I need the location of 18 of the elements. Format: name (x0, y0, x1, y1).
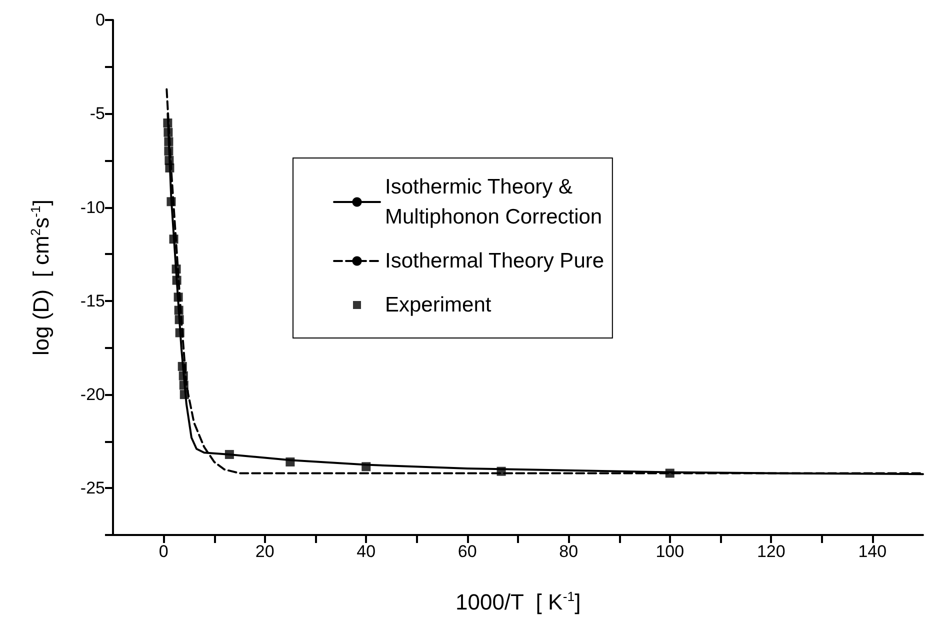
x-tick-label: 120 (756, 542, 786, 561)
x-tick-label: 60 (458, 542, 477, 561)
x-tick-label: 80 (559, 542, 578, 561)
y-axis-title: log (D) [ cm2s-1] (28, 200, 54, 356)
x-tick-label: 20 (255, 542, 274, 561)
legend-label: Experiment (385, 294, 492, 316)
y-tick-label: -10 (80, 198, 105, 217)
y-tick-label: -15 (80, 291, 105, 310)
legend-label: Isothermic Theory & Multiphonon Correction (385, 176, 602, 228)
legend-label: Isothermal Theory Pure (385, 250, 604, 272)
x-tick-label: 140 (858, 542, 887, 561)
x-tick-label: 40 (356, 542, 376, 561)
x-tick-label: 100 (656, 542, 684, 561)
y-tick-label: 0 (96, 10, 105, 30)
y-tick-label: -20 (80, 385, 105, 404)
y-tick-label: -5 (90, 104, 105, 124)
x-tick-label: 0 (158, 542, 168, 561)
y-tick-label: -25 (80, 478, 105, 498)
